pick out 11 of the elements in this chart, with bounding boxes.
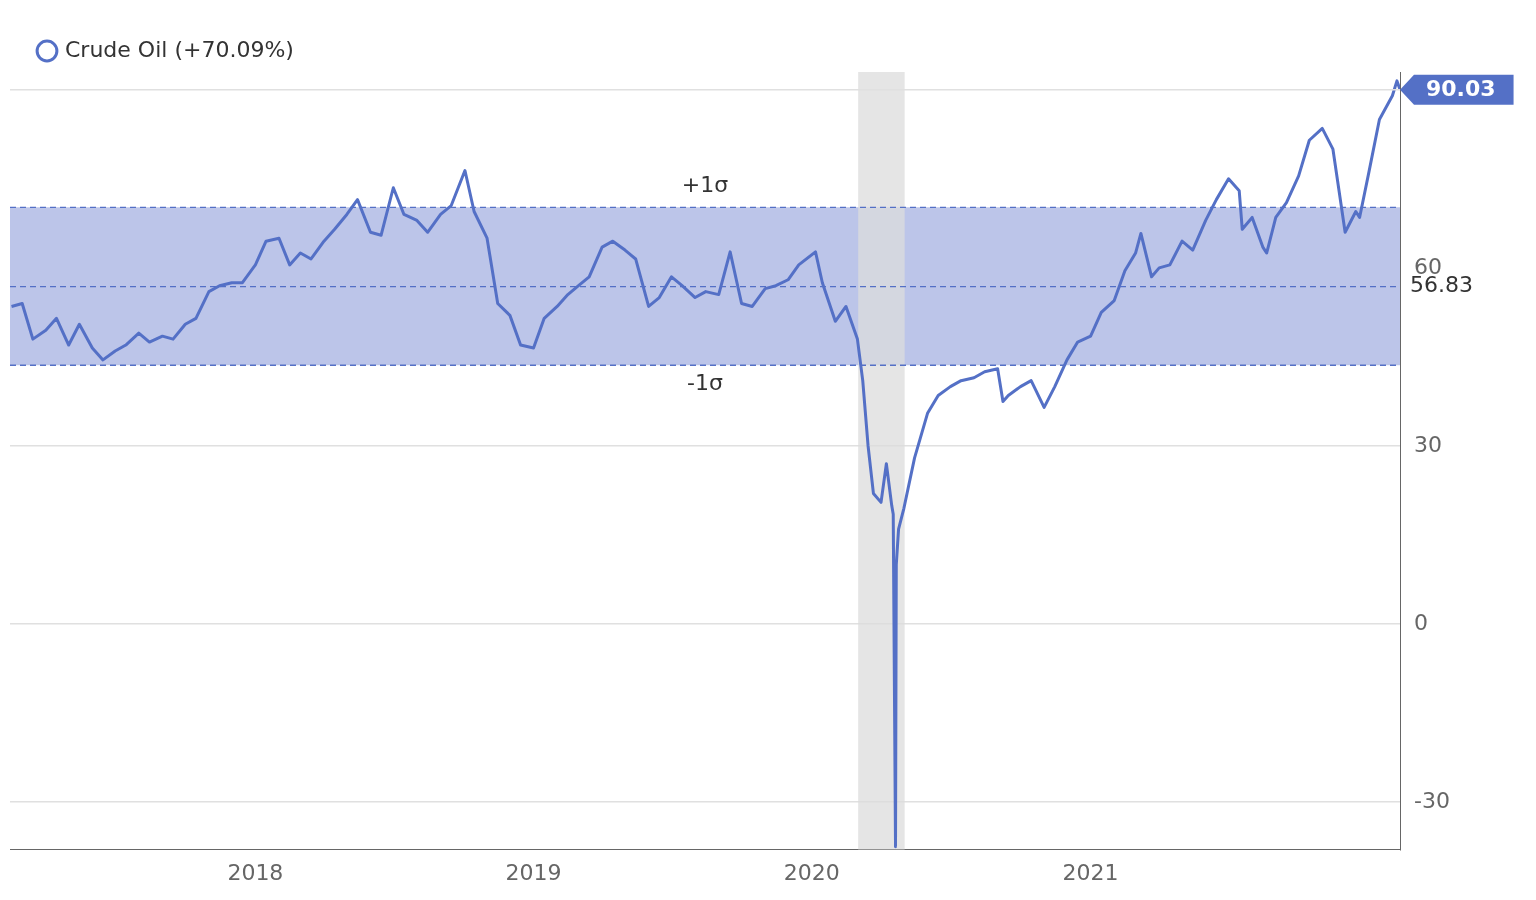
x-tick-label: 2018 bbox=[227, 859, 284, 885]
ref-line-label: 90.03 bbox=[1426, 76, 1496, 102]
x-tick-label: 2020 bbox=[783, 859, 840, 885]
y-tick-label: 30 bbox=[1414, 431, 1442, 457]
x-tick-label: 2021 bbox=[1062, 859, 1119, 885]
legend-label: Crude Oil (+70.09%) bbox=[65, 36, 294, 62]
ref-line-label: +1σ bbox=[681, 172, 729, 198]
y-tick-label: -30 bbox=[1414, 787, 1450, 813]
x-tick-label: 2019 bbox=[505, 859, 562, 885]
ref-line-label: -1σ bbox=[687, 369, 723, 395]
y-tick-label: 0 bbox=[1414, 609, 1428, 635]
